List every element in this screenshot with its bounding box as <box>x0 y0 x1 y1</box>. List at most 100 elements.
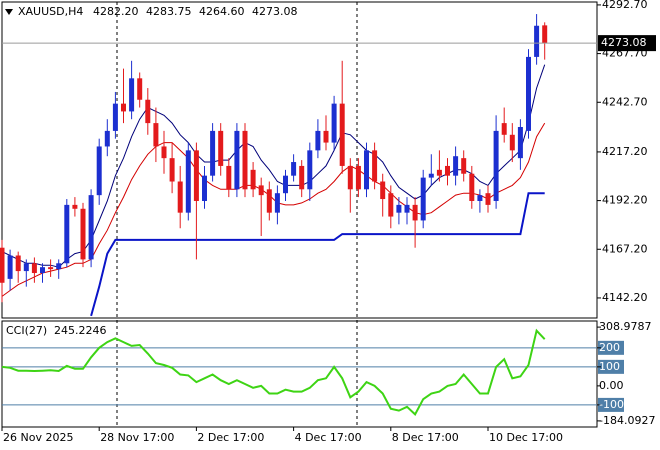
level-tag <box>598 340 624 355</box>
y-tick-label: 308.9787 <box>599 320 652 333</box>
cci-title: CCI(27) <box>6 324 47 337</box>
candle-body <box>80 208 86 260</box>
candle-body <box>388 193 394 217</box>
price-tag <box>598 35 656 52</box>
candle-body <box>428 173 434 178</box>
candle-body <box>210 130 216 176</box>
high-label: 4283.75 <box>146 5 192 18</box>
candle-body <box>283 175 288 194</box>
candle-body <box>121 103 126 112</box>
candle-body <box>477 195 483 201</box>
y-tick-label: 100 <box>599 360 620 373</box>
candle-body <box>526 56 531 131</box>
candle-body <box>323 130 329 143</box>
candle-body <box>404 204 410 213</box>
candle-body <box>258 185 264 196</box>
candle-body <box>56 263 62 270</box>
candle-body <box>542 25 548 44</box>
candle-body <box>347 165 353 190</box>
candle-body <box>250 169 256 190</box>
candle-body <box>380 181 386 200</box>
candle-body <box>72 204 78 209</box>
x-tick-label: 2 Dec 17:00 <box>197 431 264 444</box>
open-label: 4282.20 <box>93 5 139 18</box>
y-tick-label: -100 <box>599 398 624 411</box>
candle-body <box>218 130 224 166</box>
candle-body <box>177 181 183 213</box>
y-tick-label: 4142.20 <box>602 291 648 304</box>
candle-body <box>202 175 207 201</box>
candle-body <box>23 263 29 272</box>
level-tag <box>598 397 624 412</box>
candle-body <box>307 150 313 190</box>
candle-body <box>242 130 248 190</box>
candle-body <box>412 204 418 221</box>
candle-body <box>331 103 337 143</box>
candle-body <box>396 204 402 213</box>
candle-body <box>112 103 118 131</box>
candle-body <box>145 99 151 124</box>
cci-panel <box>1 320 598 428</box>
y-tick-label: 200 <box>599 341 620 354</box>
candle-body <box>339 103 345 166</box>
price-tag-label: 4273.08 <box>601 36 647 49</box>
candle-body <box>88 195 94 260</box>
indicator-line <box>90 192 545 317</box>
candle-body <box>169 158 175 182</box>
candle-body <box>48 267 54 270</box>
candle-body <box>453 156 459 176</box>
candle-body <box>291 162 297 176</box>
cci-value: 245.2246 <box>54 324 107 337</box>
y-tick-label: 4217.20 <box>602 145 648 158</box>
candle-body <box>534 25 540 57</box>
x-tick-label: 28 Nov 17:00 <box>100 431 174 444</box>
candle-body <box>137 78 143 100</box>
candle-body <box>469 173 475 201</box>
candle-body <box>234 130 240 190</box>
x-tick-label: 10 Dec 17:00 <box>489 431 563 444</box>
candle-body <box>445 165 450 176</box>
candle-body <box>104 130 110 147</box>
candle-body <box>15 255 21 272</box>
y-tick-label: 0.00 <box>599 379 624 392</box>
y-tick-label: 4167.20 <box>602 242 648 255</box>
symbol: XAUUSD,H4 <box>18 5 83 18</box>
low-label: 4264.60 <box>199 5 245 18</box>
candle-body <box>185 150 191 213</box>
y-tick-label: 4192.20 <box>602 194 648 207</box>
x-tick-label: 4 Dec 17:00 <box>295 431 362 444</box>
menu-arrow[interactable] <box>5 9 13 15</box>
candle-body <box>64 204 70 264</box>
candle-body <box>509 134 515 151</box>
candle-body <box>420 177 426 221</box>
candle-body <box>364 150 369 190</box>
candle-body <box>372 150 378 182</box>
candle-body <box>266 189 272 213</box>
candle-body <box>517 126 523 159</box>
level-tag <box>598 359 624 374</box>
y-tick-label: 4242.70 <box>602 95 648 108</box>
candle-body <box>7 255 13 279</box>
candle-body <box>501 123 507 135</box>
candle-body <box>274 193 280 213</box>
x-tick-label: 26 Nov 2025 <box>3 431 73 444</box>
candle-body <box>226 165 232 190</box>
candle-body <box>493 130 499 201</box>
candle-body <box>96 146 102 196</box>
cci-line <box>1 328 546 417</box>
close-label: 4273.08 <box>252 5 298 18</box>
candle-body <box>0 247 5 283</box>
candle-body <box>299 165 305 190</box>
candle-body <box>129 78 135 112</box>
main-panel <box>1 1 598 319</box>
candle-body <box>153 123 159 147</box>
candle-body <box>355 165 361 190</box>
candle-body <box>40 267 45 274</box>
y-tick-label: -184.0927 <box>599 414 655 427</box>
candle-body <box>315 130 321 151</box>
candle-body <box>461 158 467 174</box>
candle-body <box>193 150 199 201</box>
